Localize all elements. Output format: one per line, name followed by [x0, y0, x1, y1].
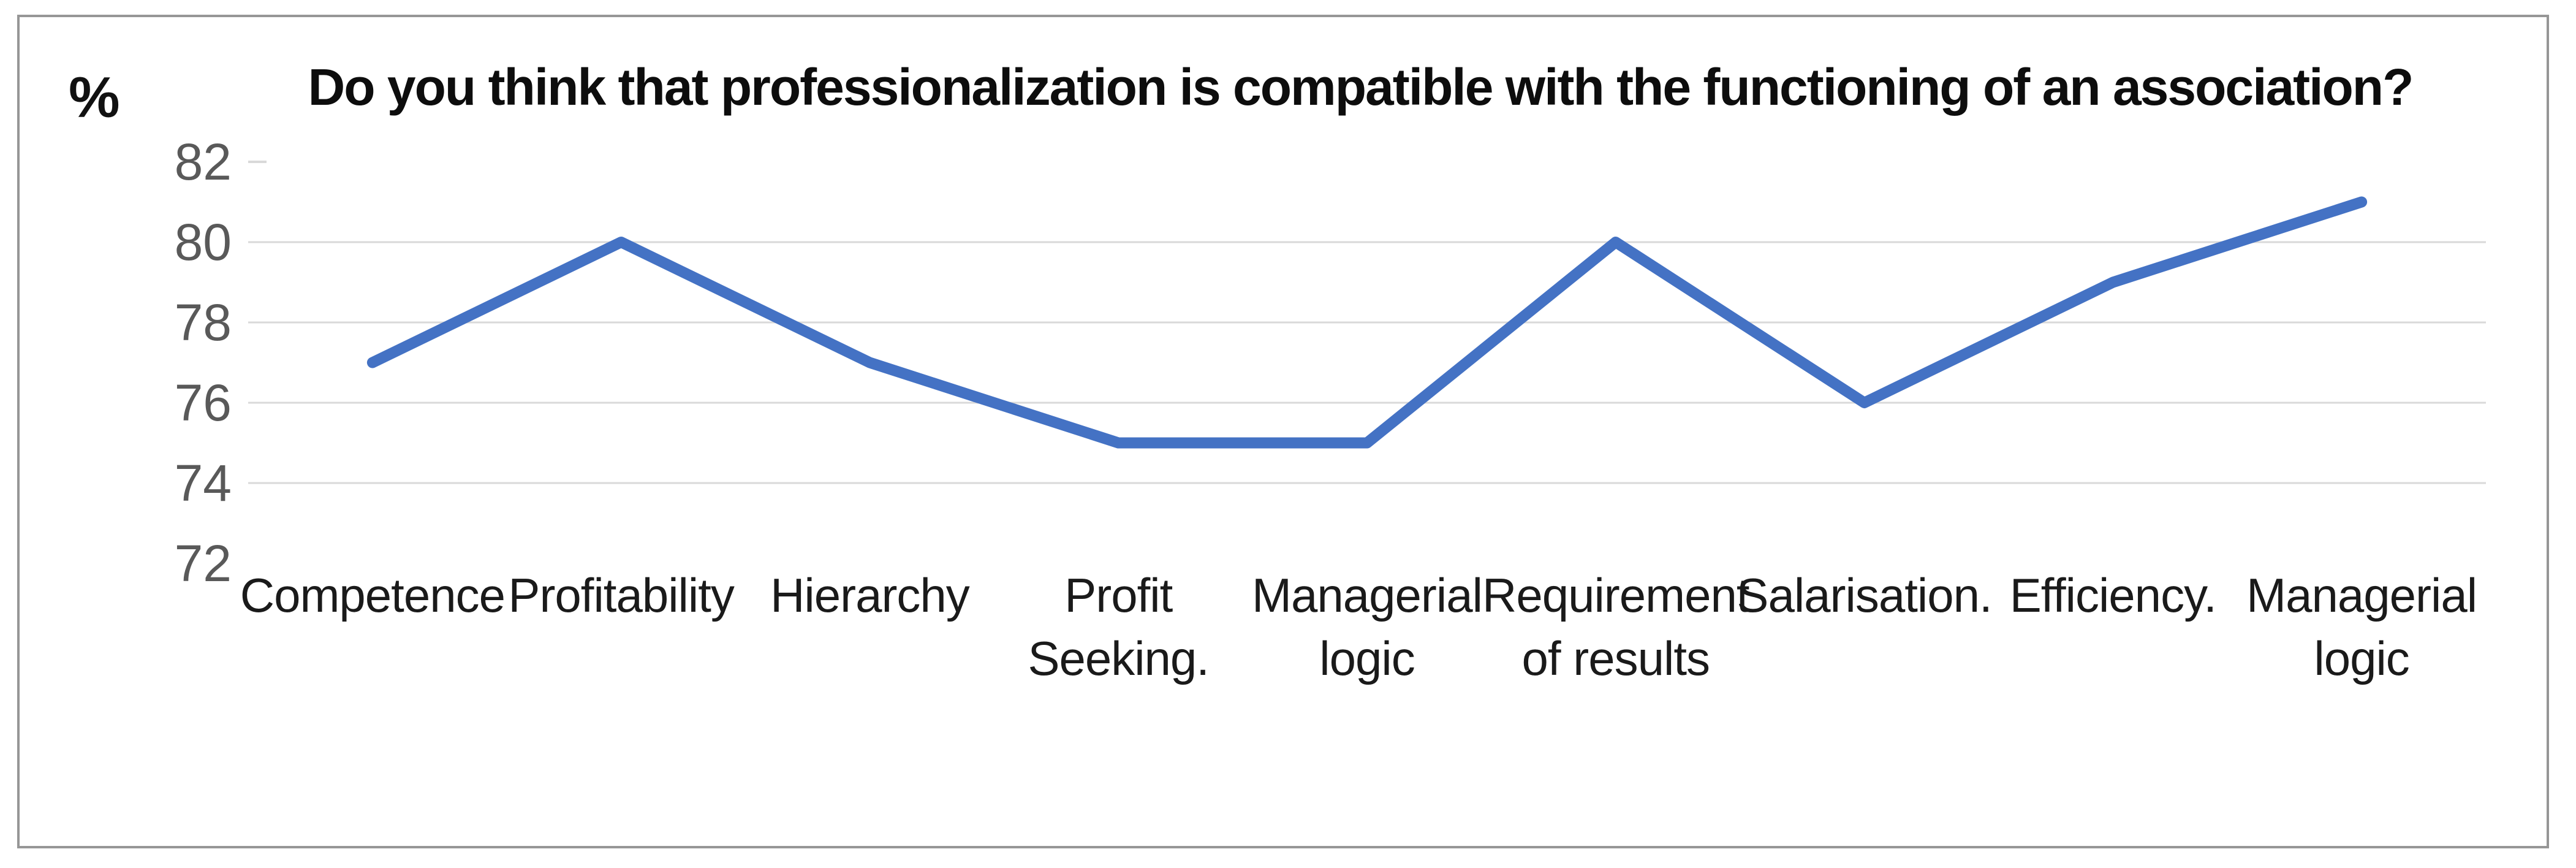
category-label: Profitability: [508, 568, 734, 622]
category-label: Hierarchy: [770, 568, 970, 622]
category-label: Managerial logic: [1252, 568, 1483, 685]
category-label: Requirement of results: [1482, 568, 1750, 685]
category-label: Profit Seeking.: [1028, 568, 1210, 685]
gridlines: [248, 161, 2486, 484]
category-label: Salarisation.: [1737, 568, 1992, 622]
y-tick-label: 82: [174, 133, 232, 191]
category-label: Managerial logic: [2246, 568, 2477, 685]
chart-title: Do you think that professionalization is…: [308, 58, 2414, 116]
y-tick-label: 74: [174, 454, 232, 512]
chart-border: [17, 15, 2549, 848]
y-tick-label: 76: [174, 374, 232, 432]
y-tick-label: 78: [174, 294, 232, 351]
category-label: Competence: [240, 568, 506, 622]
y-tick-label: 80: [174, 213, 232, 271]
category-label: Efficiency.: [2009, 568, 2217, 622]
y-axis-unit-label: %: [69, 65, 120, 129]
data-line: [366, 196, 2368, 449]
y-tick-label: 72: [174, 535, 232, 592]
